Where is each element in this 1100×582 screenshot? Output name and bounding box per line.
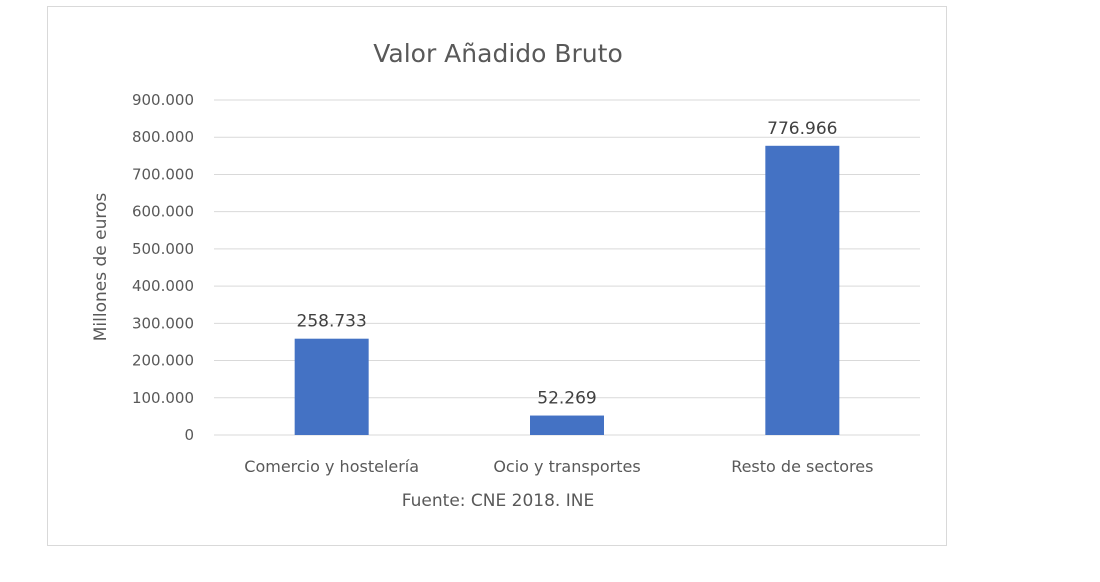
data-label: 258.733 [297, 312, 367, 332]
y-axis-label: Millones de euros [91, 193, 111, 342]
y-tick-label: 0 [184, 426, 194, 444]
bar [530, 415, 604, 435]
bar-chart: Valor Añadido Bruto 0 100.000 200.000 300.0… [91, 39, 920, 511]
y-tick-label: 400.000 [132, 277, 194, 295]
y-tick-label: 500.000 [132, 240, 194, 258]
source-caption: Fuente: CNE 2018. INE [402, 491, 594, 511]
bar [294, 338, 369, 435]
bar [765, 145, 840, 435]
chart-title: Valor Añadido Bruto [373, 39, 623, 68]
data-label: 52.269 [537, 389, 596, 409]
y-tick-label: 600.000 [132, 203, 194, 221]
bars [294, 145, 840, 435]
y-axis-ticks: 0 100.000 200.000 300.000 400.000 500.000 600.… [132, 91, 194, 444]
y-tick-label: 700.000 [132, 165, 194, 183]
y-tick-label: 300.000 [132, 314, 194, 332]
x-category-label: Comercio y hostelería [244, 457, 419, 476]
x-axis-categories: Comercio y hostelería Ocio y transportes R… [244, 457, 873, 476]
chart-frame: Valor Añadido Bruto 0 100.000 200.000 300.0… [47, 6, 947, 546]
y-tick-label: 900.000 [132, 91, 194, 109]
y-tick-label: 200.000 [132, 352, 194, 370]
x-category-label: Resto de sectores [731, 457, 873, 476]
x-category-label: Ocio y transportes [493, 457, 640, 476]
data-label: 776.966 [767, 119, 837, 139]
y-tick-label: 800.000 [132, 128, 194, 146]
data-labels: 258.733 52.269 776.966 [297, 119, 838, 409]
y-tick-label: 100.000 [132, 389, 194, 407]
